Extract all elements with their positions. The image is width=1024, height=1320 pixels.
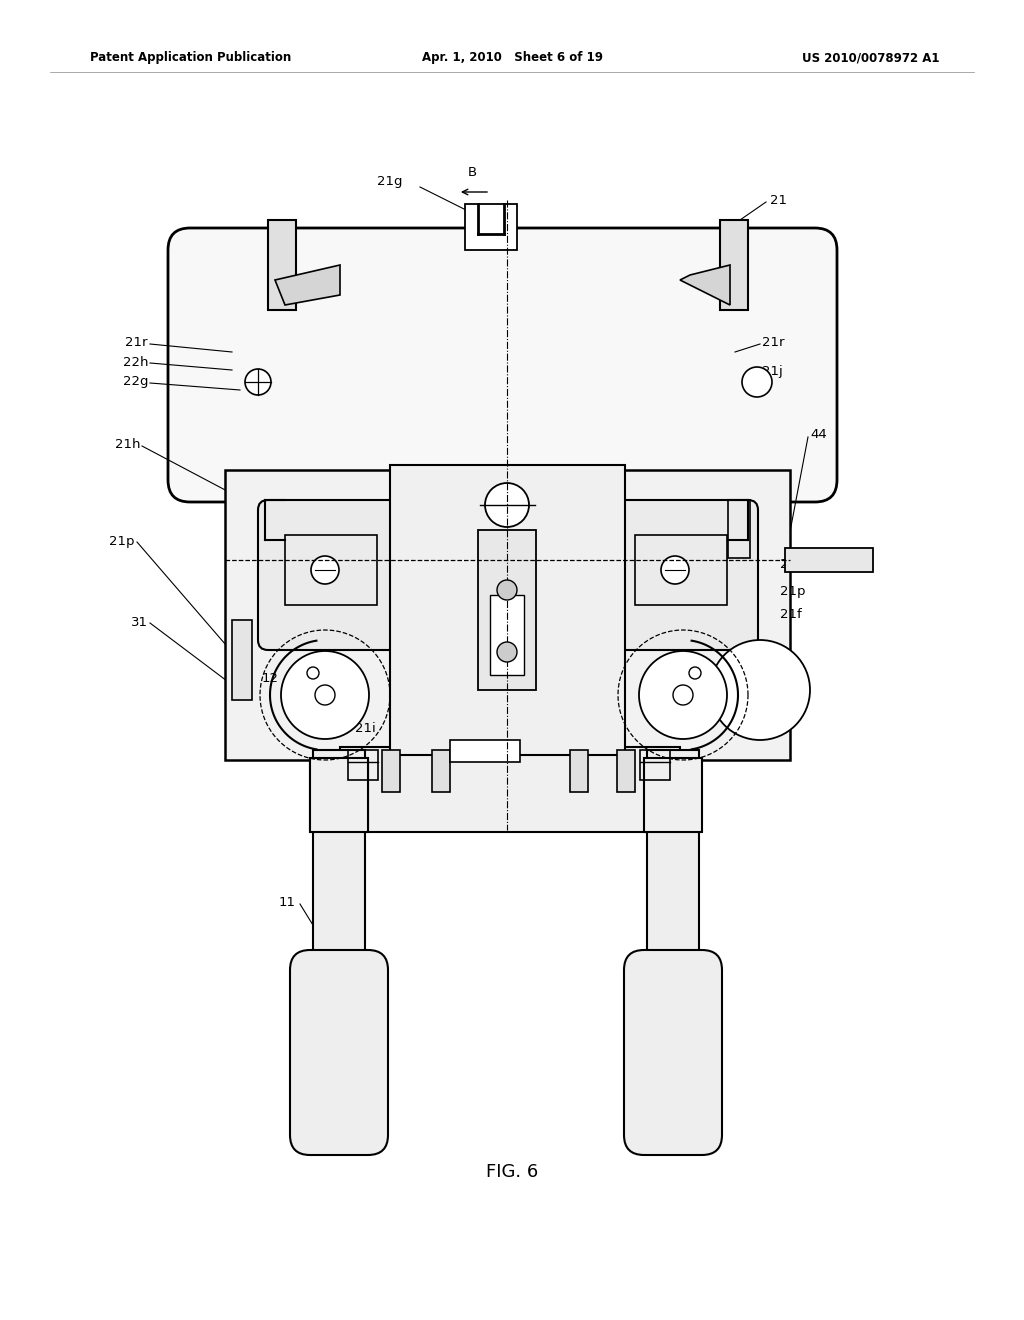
- Text: 21i: 21i: [354, 722, 376, 734]
- Polygon shape: [275, 265, 340, 305]
- Circle shape: [742, 367, 772, 397]
- Text: 21g: 21g: [377, 176, 402, 189]
- Text: 21k: 21k: [307, 715, 333, 729]
- Circle shape: [497, 579, 517, 601]
- FancyBboxPatch shape: [290, 950, 388, 1155]
- Text: 11: 11: [279, 895, 296, 908]
- Bar: [225, 470, 790, 760]
- Text: 31: 31: [131, 615, 148, 628]
- Circle shape: [689, 667, 701, 678]
- Circle shape: [497, 642, 517, 663]
- Text: 11: 11: [730, 681, 746, 694]
- Text: 21: 21: [770, 194, 787, 206]
- Polygon shape: [680, 265, 730, 305]
- Circle shape: [281, 651, 369, 739]
- Bar: [390, 465, 625, 755]
- Text: 21s: 21s: [408, 676, 432, 689]
- Bar: [285, 535, 377, 605]
- Text: 12: 12: [443, 689, 461, 701]
- Bar: [340, 747, 680, 832]
- Text: $\overline{B}$: $\overline{B}$: [486, 697, 498, 713]
- Bar: [490, 595, 524, 675]
- Bar: [232, 620, 252, 700]
- Text: 22g: 22g: [123, 375, 148, 388]
- Circle shape: [245, 370, 271, 395]
- Text: 21d: 21d: [780, 558, 806, 572]
- Bar: [570, 750, 588, 792]
- Text: 21p: 21p: [110, 536, 135, 549]
- Bar: [785, 548, 873, 572]
- Circle shape: [309, 1030, 369, 1090]
- Bar: [720, 220, 748, 310]
- Text: B: B: [468, 165, 477, 178]
- Circle shape: [710, 640, 810, 741]
- Text: 21p: 21p: [780, 586, 806, 598]
- Text: 12: 12: [261, 672, 279, 685]
- Text: 21r: 21r: [126, 335, 148, 348]
- Text: 44: 44: [810, 429, 826, 441]
- Circle shape: [485, 483, 529, 527]
- Text: 21a: 21a: [475, 714, 501, 726]
- Text: Patent Application Publication: Patent Application Publication: [90, 51, 291, 65]
- FancyBboxPatch shape: [624, 950, 722, 1155]
- Bar: [382, 750, 400, 792]
- Circle shape: [673, 685, 693, 705]
- Text: 21h: 21h: [115, 438, 140, 451]
- Text: 42: 42: [563, 678, 581, 692]
- Bar: [640, 750, 670, 780]
- Text: 22h: 22h: [123, 355, 148, 368]
- FancyBboxPatch shape: [608, 500, 758, 649]
- FancyBboxPatch shape: [168, 228, 837, 502]
- Text: 41: 41: [297, 684, 313, 697]
- Bar: [644, 758, 702, 832]
- Circle shape: [315, 685, 335, 705]
- Circle shape: [639, 651, 727, 739]
- Text: 21j: 21j: [762, 366, 782, 379]
- Text: 21r: 21r: [762, 335, 784, 348]
- FancyBboxPatch shape: [258, 500, 408, 649]
- Text: Apr. 1, 2010   Sheet 6 of 19: Apr. 1, 2010 Sheet 6 of 19: [422, 51, 602, 65]
- Bar: [432, 750, 450, 792]
- Text: 1: 1: [730, 664, 738, 676]
- Circle shape: [307, 667, 319, 678]
- Text: 21f: 21f: [780, 609, 802, 622]
- Bar: [647, 750, 699, 1090]
- Bar: [635, 535, 727, 605]
- Bar: [450, 741, 520, 762]
- Bar: [268, 220, 296, 310]
- Text: US 2010/0078972 A1: US 2010/0078972 A1: [803, 51, 940, 65]
- Circle shape: [311, 556, 339, 583]
- Bar: [313, 750, 365, 1090]
- Bar: [617, 750, 635, 792]
- Circle shape: [662, 556, 689, 583]
- Bar: [478, 531, 536, 690]
- Text: FIG. 6: FIG. 6: [485, 1163, 539, 1181]
- Text: 21m: 21m: [325, 698, 355, 711]
- Bar: [465, 205, 517, 249]
- Bar: [728, 500, 750, 558]
- Bar: [348, 750, 378, 780]
- Bar: [310, 758, 368, 832]
